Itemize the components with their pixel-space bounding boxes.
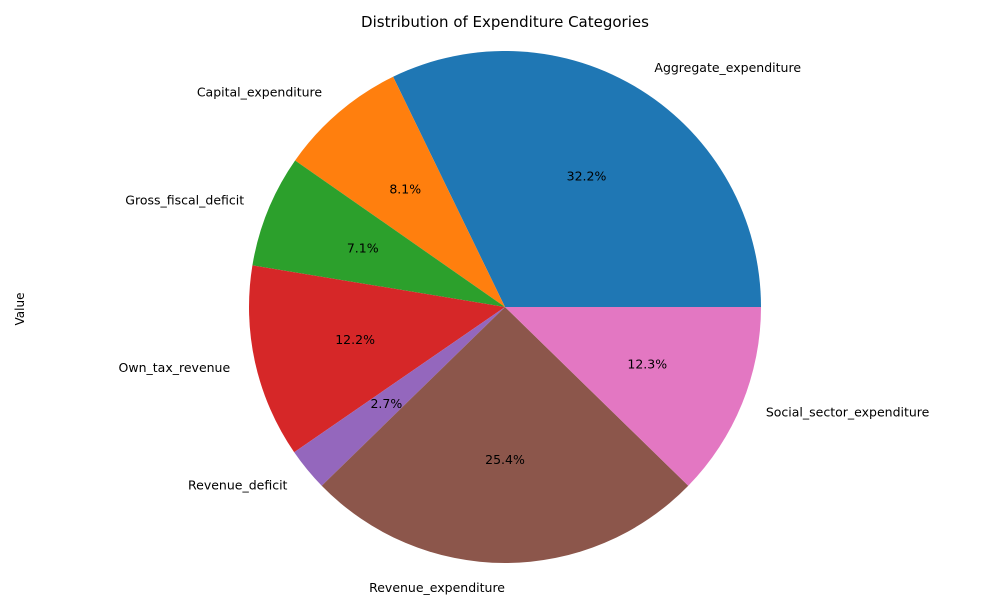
slice-percent-gross-fiscal-deficit: 7.1% — [347, 241, 379, 256]
slice-percent-own-tax-revenue: 12.2% — [335, 332, 375, 347]
pie-slice-revenue-deficit — [294, 307, 505, 486]
slice-label-social-sector-expenditure: Social_sector_expenditure — [766, 405, 930, 420]
pie-slice-capital-expenditure — [295, 76, 505, 307]
pie-slices — [249, 50, 761, 563]
chart-title: Distribution of Expenditure Categories — [361, 13, 649, 31]
slice-percent-revenue-expenditure: 25.4% — [485, 452, 525, 467]
slice-label-revenue-expenditure: Revenue_expenditure — [369, 580, 505, 595]
pie-labels: Aggregate_expenditure 32.2% Capital_expend… — [119, 60, 930, 595]
slice-label-revenue-deficit: Revenue_deficit — [188, 477, 288, 492]
slice-percent-aggregate-expenditure: 32.2% — [567, 168, 607, 183]
slice-percent-social-sector-expenditure: 12.3% — [627, 356, 667, 371]
pie-slice-own-tax-revenue — [249, 265, 505, 453]
slice-percent-capital-expenditure: 8.1% — [389, 182, 421, 197]
slice-percent-revenue-deficit: 2.7% — [370, 396, 402, 411]
slice-label-gross-fiscal-deficit: Gross_fiscal_deficit — [125, 192, 244, 207]
pie-slice-social-sector-expenditure — [505, 307, 761, 486]
pie-slice-revenue-expenditure — [321, 307, 689, 563]
pie-slice-gross-fiscal-deficit — [252, 160, 505, 307]
slice-label-aggregate-expenditure: Aggregate_expenditure — [654, 60, 801, 75]
y-axis-label: Value — [13, 293, 27, 326]
slice-label-own-tax-revenue: Own_tax_revenue — [119, 360, 231, 375]
pie-slice-aggregate-expenditure — [393, 50, 761, 307]
slice-label-capital-expenditure: Capital_expenditure — [197, 84, 323, 99]
